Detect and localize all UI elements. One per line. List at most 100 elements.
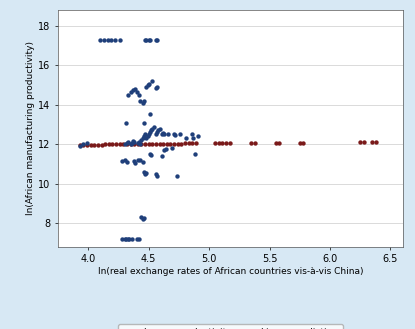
Point: [139, 100, 146, 105]
Point: [133, 89, 140, 94]
Point: [174, 141, 181, 146]
Point: [154, 173, 161, 178]
Point: [276, 140, 283, 145]
Point: [127, 89, 134, 94]
Point: [149, 127, 156, 132]
Point: [131, 139, 137, 145]
Point: [149, 141, 156, 146]
Point: [189, 141, 195, 146]
Point: [125, 236, 132, 241]
Point: [144, 134, 151, 139]
Point: [134, 157, 141, 163]
Point: [127, 141, 134, 147]
Point: [173, 173, 180, 178]
Point: [139, 216, 146, 222]
Point: [105, 142, 112, 147]
Point: [252, 140, 259, 145]
Point: [141, 215, 147, 221]
Point: [101, 38, 107, 43]
Point: [154, 84, 161, 89]
Point: [138, 141, 145, 146]
Point: [141, 98, 147, 103]
Point: [171, 141, 178, 146]
Point: [160, 131, 166, 136]
Point: [124, 140, 130, 146]
Point: [172, 133, 178, 138]
Point: [76, 142, 83, 148]
Point: [167, 141, 174, 146]
Point: [136, 139, 142, 145]
Point: [145, 81, 152, 87]
Point: [144, 82, 151, 88]
Point: [142, 132, 149, 137]
Point: [171, 132, 178, 137]
Point: [136, 92, 142, 97]
Point: [357, 140, 364, 145]
Point: [156, 141, 163, 146]
Point: [136, 236, 142, 241]
Point: [153, 171, 159, 176]
Point: [142, 38, 149, 43]
Point: [104, 38, 111, 43]
Point: [129, 236, 135, 241]
X-axis label: ln(real exchange rates of African countries vis-à-vis China): ln(real exchange rates of African countr…: [98, 267, 363, 276]
Point: [146, 38, 153, 43]
Point: [134, 140, 141, 146]
Point: [80, 141, 87, 147]
Point: [122, 236, 129, 241]
Point: [159, 153, 165, 159]
Point: [154, 130, 161, 135]
Point: [153, 38, 159, 43]
Point: [108, 38, 115, 43]
Point: [121, 157, 128, 163]
Point: [143, 38, 150, 43]
Point: [121, 236, 128, 241]
Point: [361, 140, 367, 145]
Point: [142, 171, 149, 176]
Point: [119, 158, 125, 164]
Point: [223, 140, 229, 146]
Point: [191, 151, 198, 157]
Point: [146, 130, 153, 135]
Point: [155, 128, 162, 133]
Point: [153, 132, 159, 137]
Point: [153, 85, 159, 90]
Point: [124, 141, 130, 147]
Point: [373, 139, 379, 145]
Point: [160, 141, 166, 146]
Point: [127, 141, 134, 147]
Point: [141, 134, 147, 139]
Point: [296, 140, 303, 145]
Point: [190, 136, 197, 141]
Point: [117, 142, 123, 147]
Point: [149, 78, 156, 84]
Point: [131, 158, 137, 164]
Point: [76, 143, 83, 149]
Point: [133, 236, 140, 241]
Point: [113, 142, 120, 147]
Point: [143, 84, 150, 89]
Point: [141, 121, 147, 126]
Point: [189, 132, 195, 137]
Point: [131, 141, 137, 147]
Point: [148, 152, 154, 158]
Point: [148, 128, 154, 133]
Point: [139, 159, 146, 164]
Point: [193, 141, 199, 146]
Point: [125, 139, 132, 145]
Point: [125, 92, 132, 97]
Point: [137, 98, 144, 103]
Point: [177, 132, 183, 137]
Point: [143, 170, 150, 175]
Point: [138, 215, 145, 220]
Point: [145, 141, 152, 146]
Point: [219, 140, 226, 146]
Point: [300, 140, 307, 145]
Point: [130, 139, 137, 144]
Point: [164, 141, 170, 146]
Point: [161, 147, 168, 153]
Point: [156, 127, 163, 132]
Point: [215, 140, 222, 146]
Point: [161, 132, 168, 137]
Point: [119, 236, 125, 241]
